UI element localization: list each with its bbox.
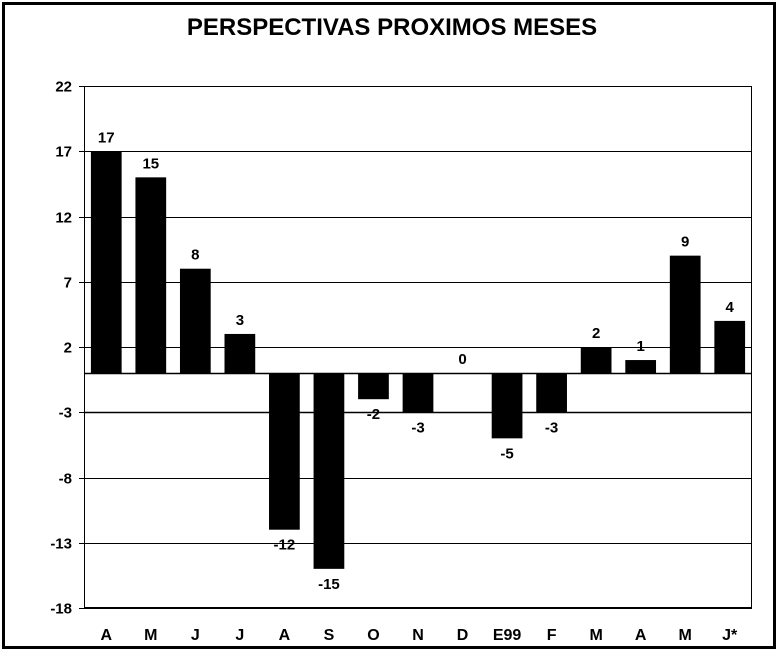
bar bbox=[714, 320, 746, 374]
y-tick-label: 22 bbox=[55, 79, 72, 96]
data-label: 0 bbox=[458, 351, 466, 368]
bar bbox=[224, 333, 256, 374]
data-label: 1 bbox=[636, 338, 644, 355]
data-label: -12 bbox=[274, 537, 296, 554]
data-label: 8 bbox=[191, 247, 199, 264]
bar bbox=[536, 373, 567, 413]
x-category-label: A bbox=[635, 627, 647, 644]
data-label: 3 bbox=[236, 312, 244, 329]
data-label: 9 bbox=[681, 234, 689, 251]
bars bbox=[90, 151, 746, 569]
bar bbox=[358, 373, 389, 400]
data-label: -3 bbox=[411, 419, 424, 436]
y-tick-label: -8 bbox=[59, 471, 72, 488]
y-tick-label: -3 bbox=[59, 405, 72, 422]
bar bbox=[269, 373, 300, 530]
bar bbox=[90, 151, 122, 374]
bar bbox=[135, 177, 167, 374]
gridlines bbox=[84, 86, 752, 609]
y-tick-label: 7 bbox=[64, 275, 72, 292]
bar bbox=[313, 373, 345, 569]
data-labels: 17 15 8 3 -12 -15 -2 -3 0 -5 -3 2 1 9 4 bbox=[98, 129, 735, 593]
data-label: 4 bbox=[726, 299, 735, 316]
bar bbox=[179, 268, 211, 374]
x-category-label: E99 bbox=[493, 627, 522, 644]
data-label: -3 bbox=[545, 419, 558, 436]
x-category-label: J* bbox=[722, 627, 738, 644]
bar bbox=[491, 373, 523, 439]
y-tick-label: 17 bbox=[55, 144, 72, 161]
bar bbox=[625, 360, 657, 374]
x-category-label: D bbox=[457, 627, 469, 644]
bar bbox=[580, 347, 612, 374]
x-category-label: A bbox=[279, 627, 291, 644]
data-label: -2 bbox=[367, 406, 380, 423]
axes bbox=[84, 86, 752, 608]
x-category-label: O bbox=[367, 627, 379, 644]
x-category-label: S bbox=[324, 627, 335, 644]
y-tick-label: 12 bbox=[55, 210, 72, 227]
data-label: -15 bbox=[318, 576, 340, 593]
plot-area-border bbox=[84, 86, 752, 608]
x-axis-categories: A M J J A S O N D E99 F M A M J* bbox=[100, 627, 738, 644]
data-label: -5 bbox=[500, 445, 513, 462]
x-category-label: J bbox=[191, 627, 200, 644]
x-category-label: M bbox=[679, 627, 692, 644]
data-label: 2 bbox=[592, 325, 600, 342]
data-label: 17 bbox=[98, 129, 115, 146]
x-category-label: F bbox=[547, 627, 557, 644]
y-tick-label: -18 bbox=[50, 601, 72, 618]
y-tick-label: -13 bbox=[50, 536, 72, 553]
y-axis-ticks: 22 17 12 7 2 -3 -8 -13 -18 bbox=[50, 79, 84, 618]
y-tick-label: 2 bbox=[64, 340, 72, 357]
chart-title: PERSPECTIVAS PROXIMOS MESES bbox=[186, 14, 598, 41]
x-category-label: J bbox=[235, 627, 244, 644]
x-category-label: A bbox=[100, 627, 112, 644]
x-category-label: M bbox=[144, 627, 157, 644]
chart-frame bbox=[2, 2, 776, 649]
x-category-label: N bbox=[412, 627, 424, 644]
x-category-label: M bbox=[589, 627, 602, 644]
data-label: 15 bbox=[142, 155, 159, 172]
bar bbox=[669, 255, 701, 374]
bar bbox=[402, 373, 434, 413]
